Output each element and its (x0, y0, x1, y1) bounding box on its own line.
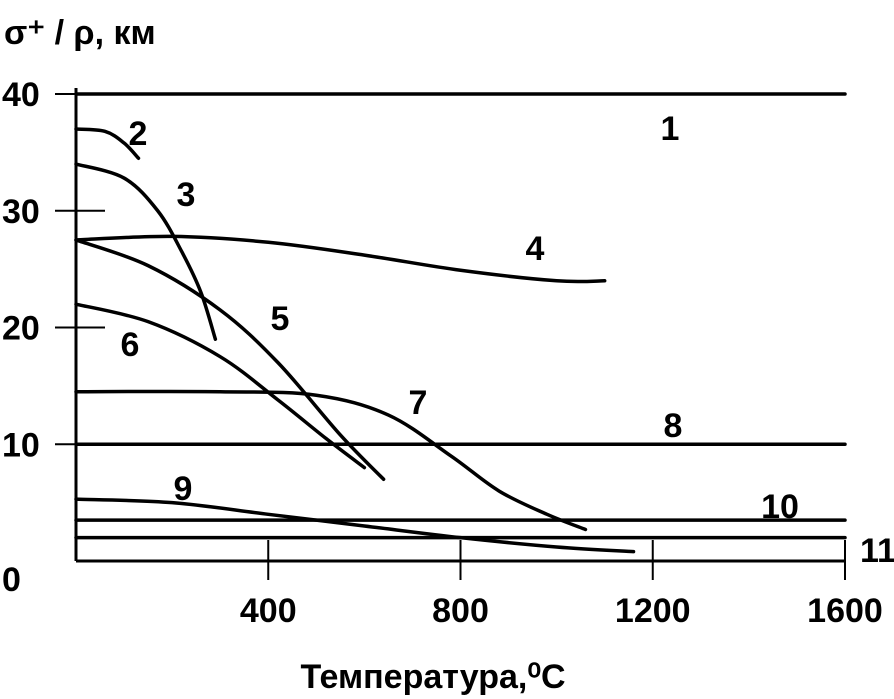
series-line-9 (74, 497, 636, 554)
series-line-5 (74, 238, 386, 482)
series-line-2 (74, 127, 141, 160)
y-tick-label: 20 (2, 310, 40, 348)
y-axis-title: σ⁺ / ρ, км (4, 14, 156, 52)
series-label-11: 11 (860, 532, 894, 570)
x-tick-label: 400 (240, 592, 297, 630)
x-tick-label: 800 (432, 592, 489, 630)
series-label-2: 2 (129, 115, 148, 153)
series-line-7 (74, 389, 588, 532)
y-tick-label: 30 (2, 193, 40, 231)
series-line-6 (74, 302, 367, 470)
axes (55, 88, 846, 580)
series-line-4 (74, 234, 607, 284)
x-axis-title: Температура,⁰С (300, 658, 565, 696)
y-tick-label: 10 (2, 426, 40, 464)
series-label-5: 5 (271, 300, 290, 338)
series-label-6: 6 (121, 326, 140, 364)
series-label-8: 8 (664, 407, 683, 445)
x-tick-label: 1600 (807, 592, 883, 630)
x-tick-label: 1200 (615, 592, 691, 630)
labels: 400 800 1200 1600 0 10 20 30 40 σ⁺ / ρ, км Темпера… (2, 14, 894, 696)
y-tick-label: 40 (2, 76, 40, 114)
y-tick-label: 0 (2, 561, 21, 599)
series-label-1: 1 (661, 110, 680, 148)
series-label-3: 3 (177, 176, 196, 214)
series-label-10: 10 (761, 488, 799, 526)
series-label-9: 9 (174, 470, 193, 508)
series-label-7: 7 (409, 384, 428, 422)
series-label-4: 4 (526, 230, 545, 268)
series-lines (74, 92, 847, 554)
